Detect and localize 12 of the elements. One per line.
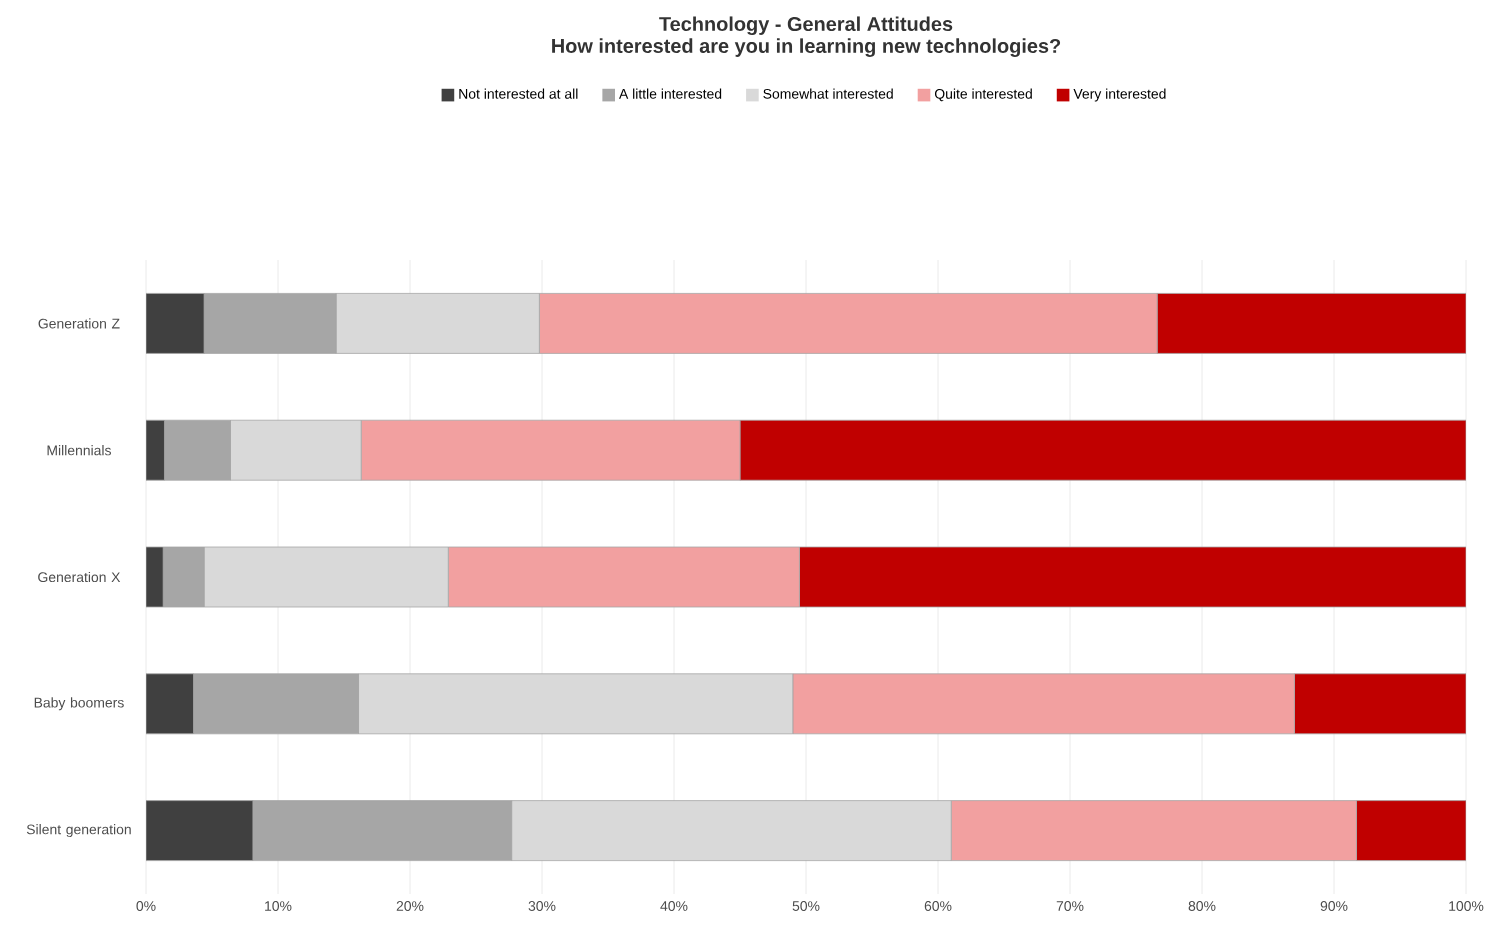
bar — [1356, 800, 1467, 862]
bar — [146, 547, 164, 608]
bar — [146, 420, 165, 481]
bar — [799, 546, 1467, 608]
bar — [739, 419, 1467, 481]
chart-title: Technology - General Attitudes — [659, 16, 953, 36]
bar — [1294, 673, 1467, 735]
bar — [146, 800, 254, 862]
bar — [1156, 293, 1467, 354]
bar — [146, 673, 194, 735]
bar — [146, 293, 205, 354]
chart-subtitle: How interested are you in learning new technologies? — [552, 38, 1061, 58]
